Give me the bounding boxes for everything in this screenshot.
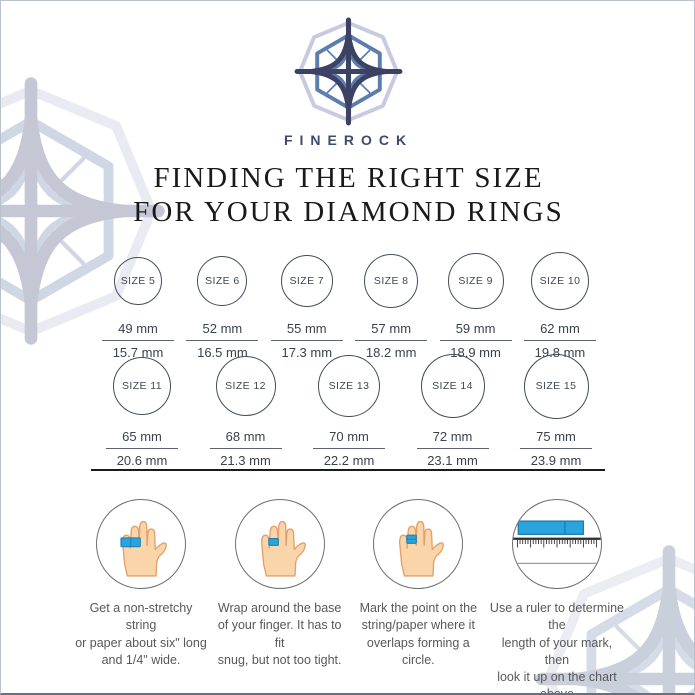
circumference-value: 57 mm <box>371 321 412 336</box>
ring-size-label: SIZE 15 <box>535 380 577 392</box>
diameter-value: 17.3 mm <box>281 345 333 360</box>
step-2: Wrap around the base of your finger. It … <box>212 499 348 693</box>
size-cell-14: SIZE 14 72 mm 23.1 mm <box>410 353 496 467</box>
size-cell-10: SIZE 10 62 mm 19.8 mm <box>521 251 599 359</box>
size-cell-13: SIZE 13 70 mm 22.2 mm <box>306 353 392 467</box>
brand-name: FINEROCK <box>283 132 414 148</box>
page-title: FINDING THE RIGHT SIZE FOR YOUR DIAMOND … <box>1 161 694 229</box>
measurement-divider <box>186 340 259 341</box>
diameter-value: 22.2 mm <box>323 453 375 468</box>
measurement-divider <box>270 340 343 341</box>
diameter-value: 15.7 mm <box>112 345 164 360</box>
hand-with-band-icon <box>246 510 314 578</box>
ring-size-circle: SIZE 9 <box>447 253 504 309</box>
measurement-divider <box>355 340 428 341</box>
ring-size-label: SIZE 8 <box>373 275 409 287</box>
ring-size-circle: SIZE 12 <box>215 356 276 416</box>
ring-size-circle: SIZE 6 <box>197 256 248 306</box>
step-3-caption: Mark the point on the string/paper where… <box>359 601 478 667</box>
measuring-steps: Get a non-stretchy string or paper about… <box>73 499 625 695</box>
size-cell-5: SIZE 5 49 mm 15.7 mm <box>99 251 177 359</box>
measurement-divider <box>313 448 385 449</box>
diameter-value: 23.1 mm <box>427 453 478 468</box>
diameter-value: 21.3 mm <box>220 453 271 468</box>
circumference-value: 49 mm <box>118 321 158 336</box>
ring-size-circle: SIZE 11 <box>113 357 171 415</box>
hand-with-string-icon <box>120 510 175 578</box>
measurement-divider <box>102 340 174 341</box>
ring-size-label: SIZE 9 <box>458 275 493 287</box>
circumference-value: 72 mm <box>432 429 473 444</box>
circumference-value: 65 mm <box>122 429 162 444</box>
circumference-value: 62 mm <box>540 321 580 336</box>
ring-size-label: SIZE 5 <box>120 275 156 287</box>
step-4-caption: Use a ruler to determine the length of y… <box>489 601 625 695</box>
size-chart-row-2: SIZE 11 65 mm 20.6 mm SIZE 12 68 mm 21.3… <box>99 353 599 467</box>
step-4-illustration <box>511 499 602 589</box>
ring-size-circle: SIZE 14 <box>420 354 485 418</box>
measurement-divider <box>439 340 512 341</box>
size-cell-11: SIZE 11 65 mm 20.6 mm <box>99 353 185 467</box>
hand-with-marked-band-icon <box>384 510 452 578</box>
step-3: Mark the point on the string/paper where… <box>350 499 486 693</box>
step-3-illustration <box>373 499 464 589</box>
ring-size-circle: SIZE 5 <box>114 257 162 305</box>
size-cell-12: SIZE 12 68 mm 21.3 mm <box>203 353 289 467</box>
size-chart-row-1: SIZE 5 49 mm 15.7 mm SIZE 6 52 mm 16.5 m… <box>99 251 599 359</box>
ring-size-label: SIZE 7 <box>289 275 325 287</box>
circumference-value: 75 mm <box>536 429 576 444</box>
diameter-value: 18.2 mm <box>365 345 417 360</box>
measurement-divider <box>520 448 592 449</box>
page-title-line2: FOR YOUR DIAMOND RINGS <box>133 196 564 229</box>
circumference-value: 70 mm <box>329 429 369 444</box>
step-2-illustration <box>234 499 325 589</box>
ring-size-label: SIZE 13 <box>328 380 370 392</box>
diameter-value: 23.9 mm <box>530 453 582 468</box>
ruler-icon <box>512 520 601 565</box>
step-4: Use a ruler to determine the length of y… <box>489 499 625 695</box>
ring-size-circle: SIZE 7 <box>280 255 333 307</box>
circumference-value: 55 mm <box>286 321 327 336</box>
ring-size-label: SIZE 11 <box>122 380 162 392</box>
measurement-divider <box>416 448 489 449</box>
ring-size-label: SIZE 14 <box>432 380 473 392</box>
measurement-divider <box>106 448 178 449</box>
ring-size-label: SIZE 6 <box>205 275 240 287</box>
ring-size-label: SIZE 12 <box>225 380 266 392</box>
size-cell-9: SIZE 9 59 mm 18.9 mm <box>437 251 515 359</box>
measurement-divider <box>523 340 596 341</box>
size-cell-8: SIZE 8 57 mm 18.2 mm <box>352 251 430 359</box>
ring-size-circle: SIZE 15 <box>523 353 589 419</box>
size-cell-6: SIZE 6 52 mm 16.5 mm <box>183 251 261 359</box>
step-1-illustration <box>96 499 186 589</box>
step-1: Get a non-stretchy string or paper about… <box>73 499 209 693</box>
diameter-value: 16.5 mm <box>197 345 248 360</box>
diameter-value: 20.6 mm <box>116 453 168 468</box>
size-cell-15: SIZE 15 75 mm 23.9 mm <box>513 353 599 467</box>
ring-size-circle: SIZE 8 <box>364 254 419 308</box>
circumference-value: 59 mm <box>455 321 496 336</box>
ring-size-circle: SIZE 13 <box>318 355 380 417</box>
step-2-caption: Wrap around the base of your finger. It … <box>217 601 342 667</box>
size-cell-7: SIZE 7 55 mm 17.3 mm <box>268 251 346 359</box>
ring-size-circle: SIZE 10 <box>530 252 589 310</box>
measurement-divider <box>209 448 282 449</box>
ring-size-label: SIZE 10 <box>539 275 581 287</box>
circumference-value: 52 mm <box>202 321 243 336</box>
step-1-caption: Get a non-stretchy string or paper about… <box>75 601 207 667</box>
circumference-value: 68 mm <box>225 429 266 444</box>
section-divider <box>91 469 605 471</box>
finerock-diamond-logo-icon <box>292 15 405 128</box>
page-title-line1: FINDING THE RIGHT SIZE <box>153 162 544 194</box>
